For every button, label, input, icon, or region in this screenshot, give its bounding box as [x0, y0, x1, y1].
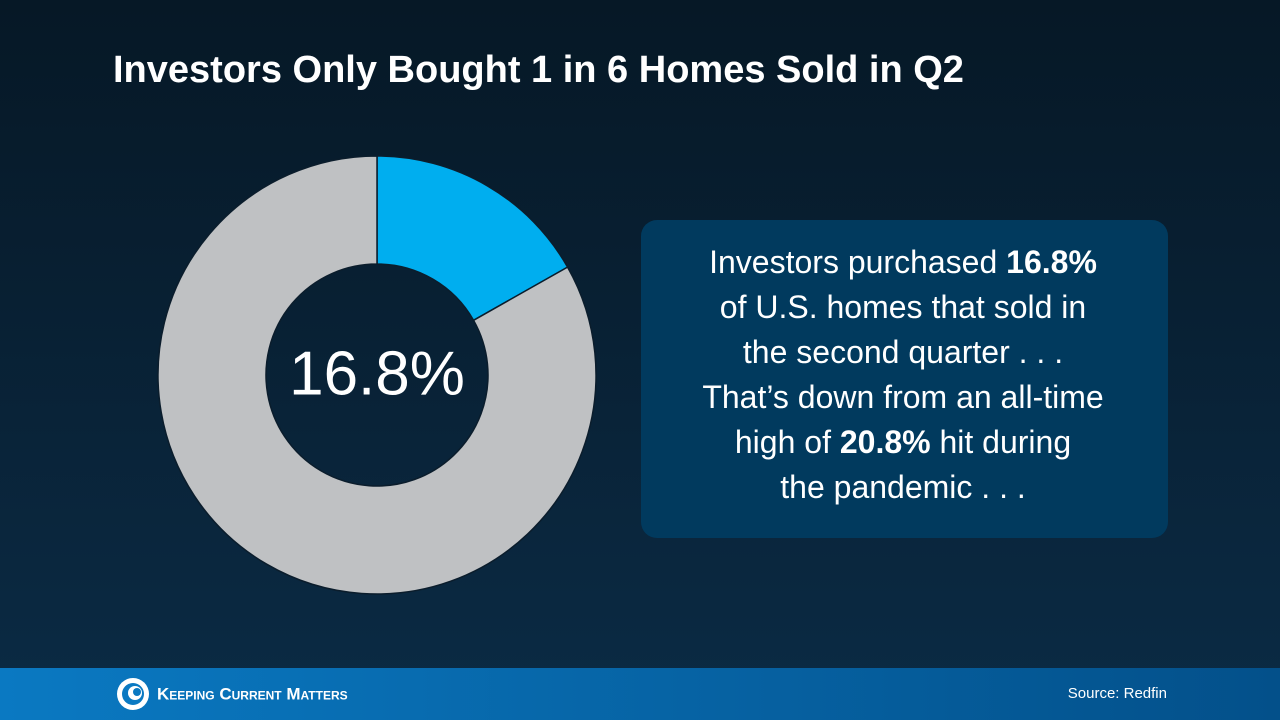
callout-text: Investors purchased 16.8% of U.S. homes t…: [702, 244, 1103, 505]
logo-icon: [117, 678, 149, 710]
callout-line: high of 20.8% hit during: [735, 424, 1071, 460]
brand-name: Keeping Current Matters: [157, 684, 348, 703]
callout-box: [641, 220, 1168, 538]
callout-run: That’s down from an all-time: [702, 379, 1103, 415]
callout-run: hit during: [931, 424, 1072, 460]
source-note: Source: Redfin: [1068, 685, 1167, 702]
center-label: 16.8%: [289, 339, 465, 408]
footer-bar: [0, 668, 1280, 720]
callout-line: Investors purchased 16.8%: [709, 244, 1097, 280]
callout-run: the pandemic . . .: [780, 469, 1025, 505]
callout-line: of U.S. homes that sold in: [720, 289, 1086, 325]
donut-slice: [376, 155, 569, 322]
callout-line: That’s down from an all-time: [702, 379, 1103, 415]
callout-run: high of: [735, 424, 840, 460]
donut-chart: 16.8%: [157, 155, 597, 595]
callout-run: Investors purchased: [709, 244, 1006, 280]
callout-line: the pandemic . . .: [780, 469, 1025, 505]
callout-emphasis: 20.8%: [840, 424, 931, 460]
donut-slice: [157, 155, 597, 595]
callout-emphasis: 16.8%: [1006, 244, 1097, 280]
callout-run: of U.S. homes that sold in: [720, 289, 1086, 325]
callout-run: the second quarter . . .: [743, 334, 1063, 370]
slide-title: Investors Only Bought 1 in 6 Homes Sold …: [113, 49, 964, 91]
callout-line: the second quarter . . .: [743, 334, 1063, 370]
